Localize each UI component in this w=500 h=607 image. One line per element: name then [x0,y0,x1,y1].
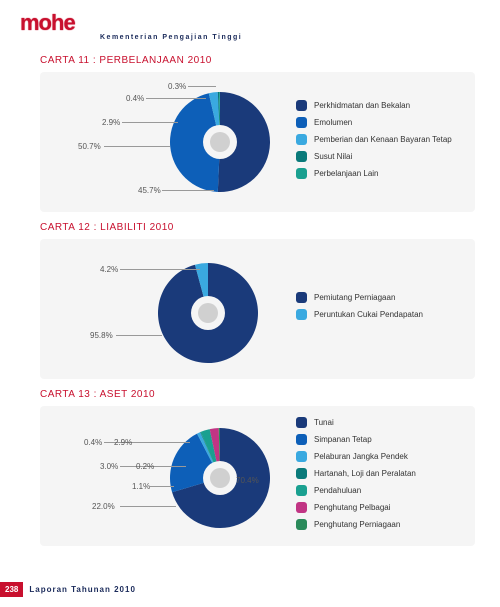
legend-item: Penghutang Pelbagai [296,502,465,513]
leader-line [162,190,214,191]
legend-label: Penghutang Perniagaan [314,520,400,529]
percent-label: 4.2% [100,265,118,274]
percent-label: 2.9% [102,118,120,127]
donut-inner [198,303,218,323]
percent-label: 95.8% [90,331,113,340]
charts-container: CARTA 11 : PERBELANJAAN 2010 0.3% 0.4% 2.9%… [0,55,500,546]
legend-swatch [296,519,307,530]
chart-title: CARTA 11 : PERBELANJAAN 2010 [40,55,500,66]
percent-label: 22.0% [92,502,115,511]
donut-inner [210,132,230,152]
legend-item: Emolumen [296,117,465,128]
percent-label: 0.4% [84,438,102,447]
leader-line [154,466,186,467]
legend-swatch [296,434,307,445]
chart-panel: 0.3% 0.4% 2.9% 50.7% 45.7% Perkhidmatan dan B… [40,72,475,212]
legend-swatch [296,134,307,145]
donut-chart [158,263,258,363]
leader-line [122,122,178,123]
legend-swatch [296,117,307,128]
logo: mohe [20,10,75,36]
chart-panel: 4.2% 95.8% Pemiutang Perniagaan Peruntukan … [40,239,475,379]
legend-label: Perkhidmatan dan Bekalan [314,101,410,110]
percent-label: 50.7% [78,142,101,151]
leader-line [104,146,170,147]
legend-item: Hartanah, Loji dan Peralatan [296,468,465,479]
legend-item: Pemberian dan Kenaan Bayaran Tetap [296,134,465,145]
footer-report-text: Laporan Tahunan 2010 [29,585,136,594]
legend: Pemiutang Perniagaan Peruntukan Cukai Pen… [290,292,465,326]
legend-label: Perbelanjaan Lain [314,169,379,178]
legend-label: Pendahuluan [314,486,361,495]
percent-label: 70.4% [236,476,259,485]
page-number: 238 [0,582,23,597]
legend-label: Hartanah, Loji dan Peralatan [314,469,416,478]
chart-area: 0.4% 2.9% 3.0% 0.2% 1.1% 22.0% 70.4% [50,416,290,536]
legend-label: Susut Nilai [314,152,352,161]
percent-label: 45.7% [138,186,161,195]
leader-line [150,486,174,487]
leader-line [120,269,200,270]
percent-label: 1.1% [132,482,150,491]
legend-swatch [296,451,307,462]
legend-item: Perkhidmatan dan Bekalan [296,100,465,111]
leader-line [120,506,176,507]
legend-swatch [296,168,307,179]
footer: 238 Laporan Tahunan 2010 [0,582,136,597]
header: mohe Kementerian Pengajian Tinggi [0,0,500,45]
legend-swatch [296,309,307,320]
legend-swatch [296,502,307,513]
legend-item: Susut Nilai [296,151,465,162]
legend-swatch [296,151,307,162]
percent-label: 2.9% [114,438,132,447]
legend: Tunai Simpanan Tetap Pelaburan Jangka Pend… [290,417,465,536]
leader-line [116,335,162,336]
legend-label: Penghutang Pelbagai [314,503,391,512]
legend-swatch [296,417,307,428]
percent-label: 3.0% [100,462,118,471]
legend-swatch [296,292,307,303]
legend-item: Pendahuluan [296,485,465,496]
chart-panel: 0.4% 2.9% 3.0% 0.2% 1.1% 22.0% 70.4% Tunai Simpa… [40,406,475,546]
legend: Perkhidmatan dan Bekalan Emolumen Pemberia… [290,100,465,185]
legend-label: Peruntukan Cukai Pendapatan [314,310,423,319]
percent-label: 0.3% [168,82,186,91]
donut-inner [210,468,230,488]
chart-area: 4.2% 95.8% [50,249,290,369]
donut-chart [170,92,270,192]
chart-area: 0.3% 0.4% 2.9% 50.7% 45.7% [50,82,290,202]
legend-swatch [296,100,307,111]
leader-line [136,442,190,443]
legend-item: Simpanan Tetap [296,434,465,445]
legend-label: Pemiutang Perniagaan [314,293,395,302]
legend-label: Simpanan Tetap [314,435,372,444]
legend-item: Perbelanjaan Lain [296,168,465,179]
percent-label: 0.2% [136,462,154,471]
chart-title: CARTA 12 : LIABILITI 2010 [40,222,500,233]
legend-item: Penghutang Perniagaan [296,519,465,530]
legend-item: Pemiutang Perniagaan [296,292,465,303]
chart-title: CARTA 13 : ASET 2010 [40,389,500,400]
tagline: Kementerian Pengajian Tinggi [20,34,480,41]
legend-label: Emolumen [314,118,352,127]
legend-item: Tunai [296,417,465,428]
legend-item: Pelaburan Jangka Pendek [296,451,465,462]
legend-label: Pelaburan Jangka Pendek [314,452,408,461]
legend-item: Peruntukan Cukai Pendapatan [296,309,465,320]
leader-line [146,98,206,99]
percent-label: 0.4% [126,94,144,103]
legend-label: Tunai [314,418,334,427]
legend-swatch [296,485,307,496]
legend-label: Pemberian dan Kenaan Bayaran Tetap [314,135,452,144]
legend-swatch [296,468,307,479]
leader-line [188,86,216,87]
